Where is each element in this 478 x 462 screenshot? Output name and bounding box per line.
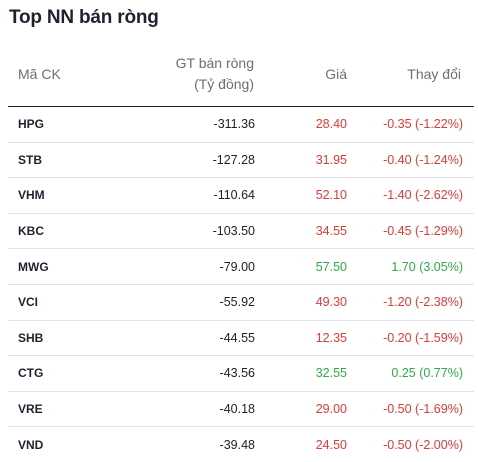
price: 29.00 <box>315 402 347 417</box>
net-sell-value: -43.56 <box>219 366 255 381</box>
header-price[interactable]: Giá <box>325 66 347 82</box>
price: 57.50 <box>315 259 347 274</box>
price-change: -0.50 (-2.00%) <box>383 437 463 452</box>
stock-code[interactable]: KBC <box>18 224 44 239</box>
price: 24.50 <box>315 437 347 452</box>
price-change: 0.25 (0.77%) <box>391 366 463 381</box>
price: 49.30 <box>315 295 347 310</box>
net-sell-value: -103.50 <box>212 224 255 239</box>
net-sell-value: -40.18 <box>219 402 255 417</box>
table-row[interactable]: KBC -103.50 34.55 -0.45 (-1.29%) <box>8 214 474 250</box>
price-change: 1.70 (3.05%) <box>391 259 463 274</box>
net-sell-value: -127.28 <box>212 152 255 167</box>
header-change[interactable]: Thay đổi <box>407 66 461 82</box>
stock-code[interactable]: STB <box>18 152 42 167</box>
stock-code[interactable]: CTG <box>18 366 44 381</box>
table-row[interactable]: VRE -40.18 29.00 -0.50 (-1.69%) <box>8 392 474 428</box>
table-body: HPG -311.36 28.40 -0.35 (-1.22%) STB -12… <box>8 107 474 462</box>
net-sell-value: -39.48 <box>219 437 255 452</box>
stock-code[interactable]: SHB <box>18 330 44 345</box>
header-net-sell-value-line2: (Tỷ đồng) <box>194 76 254 92</box>
header-net-sell-value-line1: GT bán ròng <box>175 55 254 71</box>
table-header: Mã CK GT bán ròng (Tỷ đồng) Giá Thay đổi <box>8 47 474 107</box>
net-sell-table: Mã CK GT bán ròng (Tỷ đồng) Giá Thay đổi… <box>8 47 474 462</box>
price: 52.10 <box>315 188 347 203</box>
price: 12.35 <box>315 330 347 345</box>
net-sell-value: -55.92 <box>219 295 255 310</box>
price-change: -0.35 (-1.22%) <box>383 117 463 132</box>
price-change: -1.20 (-2.38%) <box>383 295 463 310</box>
price: 28.40 <box>315 117 347 132</box>
price-change: -0.45 (-1.29%) <box>383 224 463 239</box>
stock-code[interactable]: VCI <box>18 295 39 310</box>
table-row[interactable]: VHM -110.64 52.10 -1.40 (-2.62%) <box>8 178 474 214</box>
table-row[interactable]: HPG -311.36 28.40 -0.35 (-1.22%) <box>8 107 474 143</box>
net-sell-value: -44.55 <box>219 330 255 345</box>
net-sell-value: -110.64 <box>213 188 255 203</box>
table-row[interactable]: STB -127.28 31.95 -0.40 (-1.24%) <box>8 143 474 179</box>
table-row[interactable]: MWG -79.00 57.50 1.70 (3.05%) <box>8 249 474 285</box>
header-stock-code[interactable]: Mã CK <box>18 66 61 82</box>
table-row[interactable]: VND -39.48 24.50 -0.50 (-2.00%) <box>8 427 474 462</box>
price: 31.95 <box>315 152 347 167</box>
net-sell-value: -79.00 <box>219 259 255 274</box>
net-sell-value: -311.36 <box>213 117 255 132</box>
stock-code[interactable]: VND <box>18 437 44 452</box>
stock-code[interactable]: VHM <box>18 188 45 203</box>
table-row[interactable]: SHB -44.55 12.35 -0.20 (-1.59%) <box>8 321 474 357</box>
stock-code[interactable]: VRE <box>18 402 43 417</box>
table-row[interactable]: CTG -43.56 32.55 0.25 (0.77%) <box>8 356 474 392</box>
price-change: -1.40 (-2.62%) <box>383 188 463 203</box>
price: 34.55 <box>315 224 347 239</box>
price: 32.55 <box>315 366 347 381</box>
stock-code[interactable]: MWG <box>18 259 49 274</box>
price-change: -0.50 (-1.69%) <box>383 402 463 417</box>
header-net-sell-value[interactable]: GT bán ròng (Tỷ đồng) <box>176 53 254 95</box>
stock-code[interactable]: HPG <box>18 117 45 132</box>
price-change: -0.40 (-1.24%) <box>383 152 463 167</box>
price-change: -0.20 (-1.59%) <box>383 330 463 345</box>
table-row[interactable]: VCI -55.92 49.30 -1.20 (-2.38%) <box>8 285 474 321</box>
widget-title: Top NN bán ròng <box>9 7 159 28</box>
